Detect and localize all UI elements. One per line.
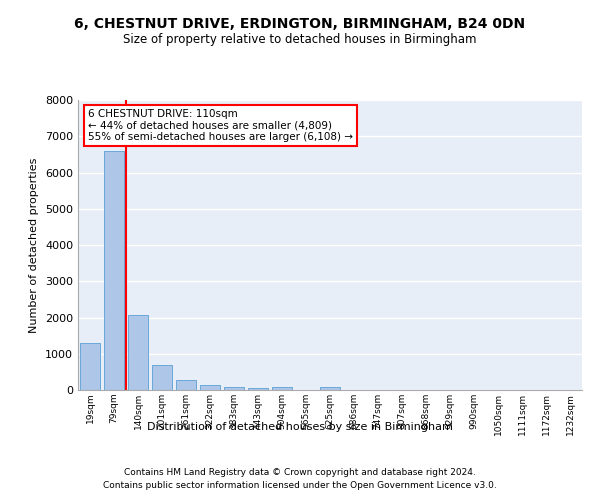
Bar bbox=[320, 388, 340, 390]
Text: Contains HM Land Registry data © Crown copyright and database right 2024.: Contains HM Land Registry data © Crown c… bbox=[124, 468, 476, 477]
Bar bbox=[176, 380, 196, 390]
Bar bbox=[224, 386, 244, 390]
Bar bbox=[104, 151, 124, 390]
Bar bbox=[248, 388, 268, 390]
Text: 6, CHESTNUT DRIVE, ERDINGTON, BIRMINGHAM, B24 0DN: 6, CHESTNUT DRIVE, ERDINGTON, BIRMINGHAM… bbox=[74, 18, 526, 32]
Text: 6 CHESTNUT DRIVE: 110sqm
← 44% of detached houses are smaller (4,809)
55% of sem: 6 CHESTNUT DRIVE: 110sqm ← 44% of detach… bbox=[88, 108, 353, 142]
Bar bbox=[80, 343, 100, 390]
Bar bbox=[200, 385, 220, 390]
Bar bbox=[272, 388, 292, 390]
Text: Size of property relative to detached houses in Birmingham: Size of property relative to detached ho… bbox=[123, 32, 477, 46]
Bar bbox=[128, 315, 148, 390]
Bar bbox=[152, 364, 172, 390]
Y-axis label: Number of detached properties: Number of detached properties bbox=[29, 158, 40, 332]
Text: Contains public sector information licensed under the Open Government Licence v3: Contains public sector information licen… bbox=[103, 482, 497, 490]
Text: Distribution of detached houses by size in Birmingham: Distribution of detached houses by size … bbox=[147, 422, 453, 432]
